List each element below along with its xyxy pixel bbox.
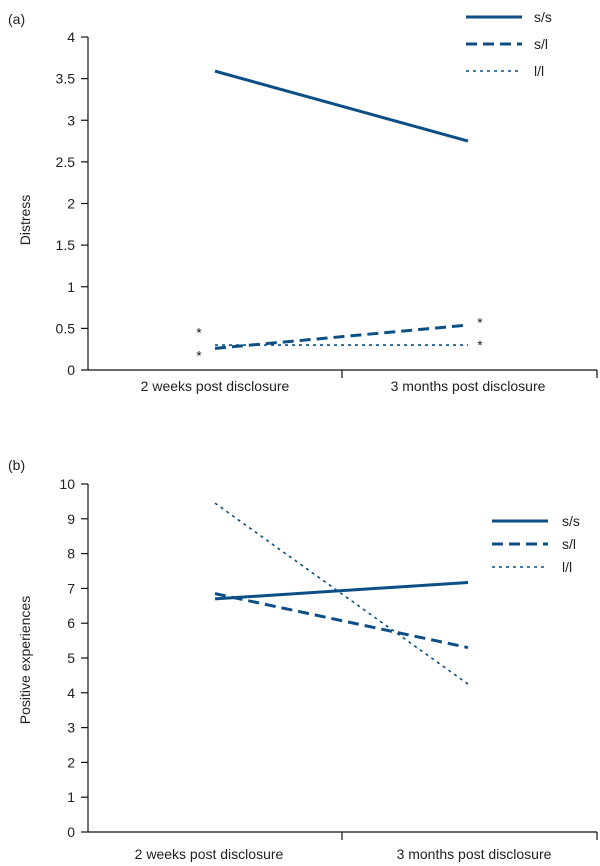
y-tick-label-a-2: 1 [67, 279, 75, 295]
y-ticks-a: 0 0.5 1 1.5 2 2.5 3 3.5 4 [56, 29, 88, 378]
y-ticks-b: 0 1 2 3 4 5 6 7 8 9 10 [59, 476, 88, 840]
y-axis-label-b: Positive experiences [17, 596, 33, 724]
legend-label-a-s-s: s/s [534, 9, 552, 25]
x-tick-label-a-0: 2 weeks post disclosure [141, 378, 290, 394]
y-tick-label-a-7: 3.5 [56, 71, 76, 87]
x-tick-label-a-1: 3 months post disclosure [391, 378, 546, 394]
y-tick-label-a-3: 1.5 [56, 237, 76, 253]
y-tick-label-b-7: 7 [67, 580, 75, 596]
y-tick-label-b-5: 5 [67, 650, 75, 666]
legend-label-b-l-l: l/l [562, 559, 572, 575]
panel-label-a: (a) [8, 11, 25, 27]
y-tick-label-a-8: 4 [67, 29, 75, 45]
y-tick-label-b-6: 6 [67, 615, 75, 631]
y-tick-label-b-2: 2 [67, 754, 75, 770]
significance-marker-a-3: * [477, 337, 483, 353]
legend-label-a-l-l: l/l [534, 63, 544, 79]
y-tick-label-b-10: 10 [59, 476, 75, 492]
significance-marker-a-2: * [477, 314, 483, 330]
chart-b: (b) Positive experiences 0 1 2 3 4 5 6 7 8 9 10 2 … [8, 457, 598, 862]
chart-a: (a) Distress 0 0.5 1 1.5 2 2.5 3 3.5 4 2 weeks p… [8, 9, 598, 394]
legend-a: s/s s/l l/l [466, 9, 552, 79]
y-tick-label-a-5: 2.5 [56, 154, 76, 170]
series-line-a-s-s [214, 69, 469, 143]
y-tick-label-b-8: 8 [67, 546, 75, 562]
y-axis-label-a: Distress [17, 195, 33, 246]
legend-label-b-s-s: s/s [562, 513, 580, 529]
panel-label-b: (b) [8, 457, 25, 473]
y-tick-label-b-1: 1 [67, 789, 75, 805]
legend-b: s/s s/l l/l [492, 513, 580, 575]
x-tick-label-b-1: 3 months post disclosure [397, 846, 552, 862]
legend-label-b-s-l: s/l [562, 536, 576, 552]
y-tick-label-a-6: 3 [67, 112, 75, 128]
y-tick-label-a-0: 0 [67, 362, 75, 378]
y-tick-label-b-9: 9 [67, 511, 75, 527]
series-line-b-l-l [214, 502, 469, 685]
legend-label-a-s-l: s/l [534, 36, 548, 52]
y-tick-label-a-4: 2 [67, 196, 75, 212]
significance-marker-a-1: * [196, 348, 202, 364]
y-tick-label-b-4: 4 [67, 685, 75, 701]
series-line-b-s-s [214, 580, 469, 601]
y-tick-label-b-3: 3 [67, 720, 75, 736]
significance-marker-a-0: * [196, 324, 202, 340]
y-tick-label-a-1: 0.5 [56, 320, 76, 336]
x-tick-label-b-0: 2 weeks post disclosure [135, 846, 284, 862]
y-tick-label-b-0: 0 [67, 824, 75, 840]
series-line-b-s-l [214, 592, 469, 650]
